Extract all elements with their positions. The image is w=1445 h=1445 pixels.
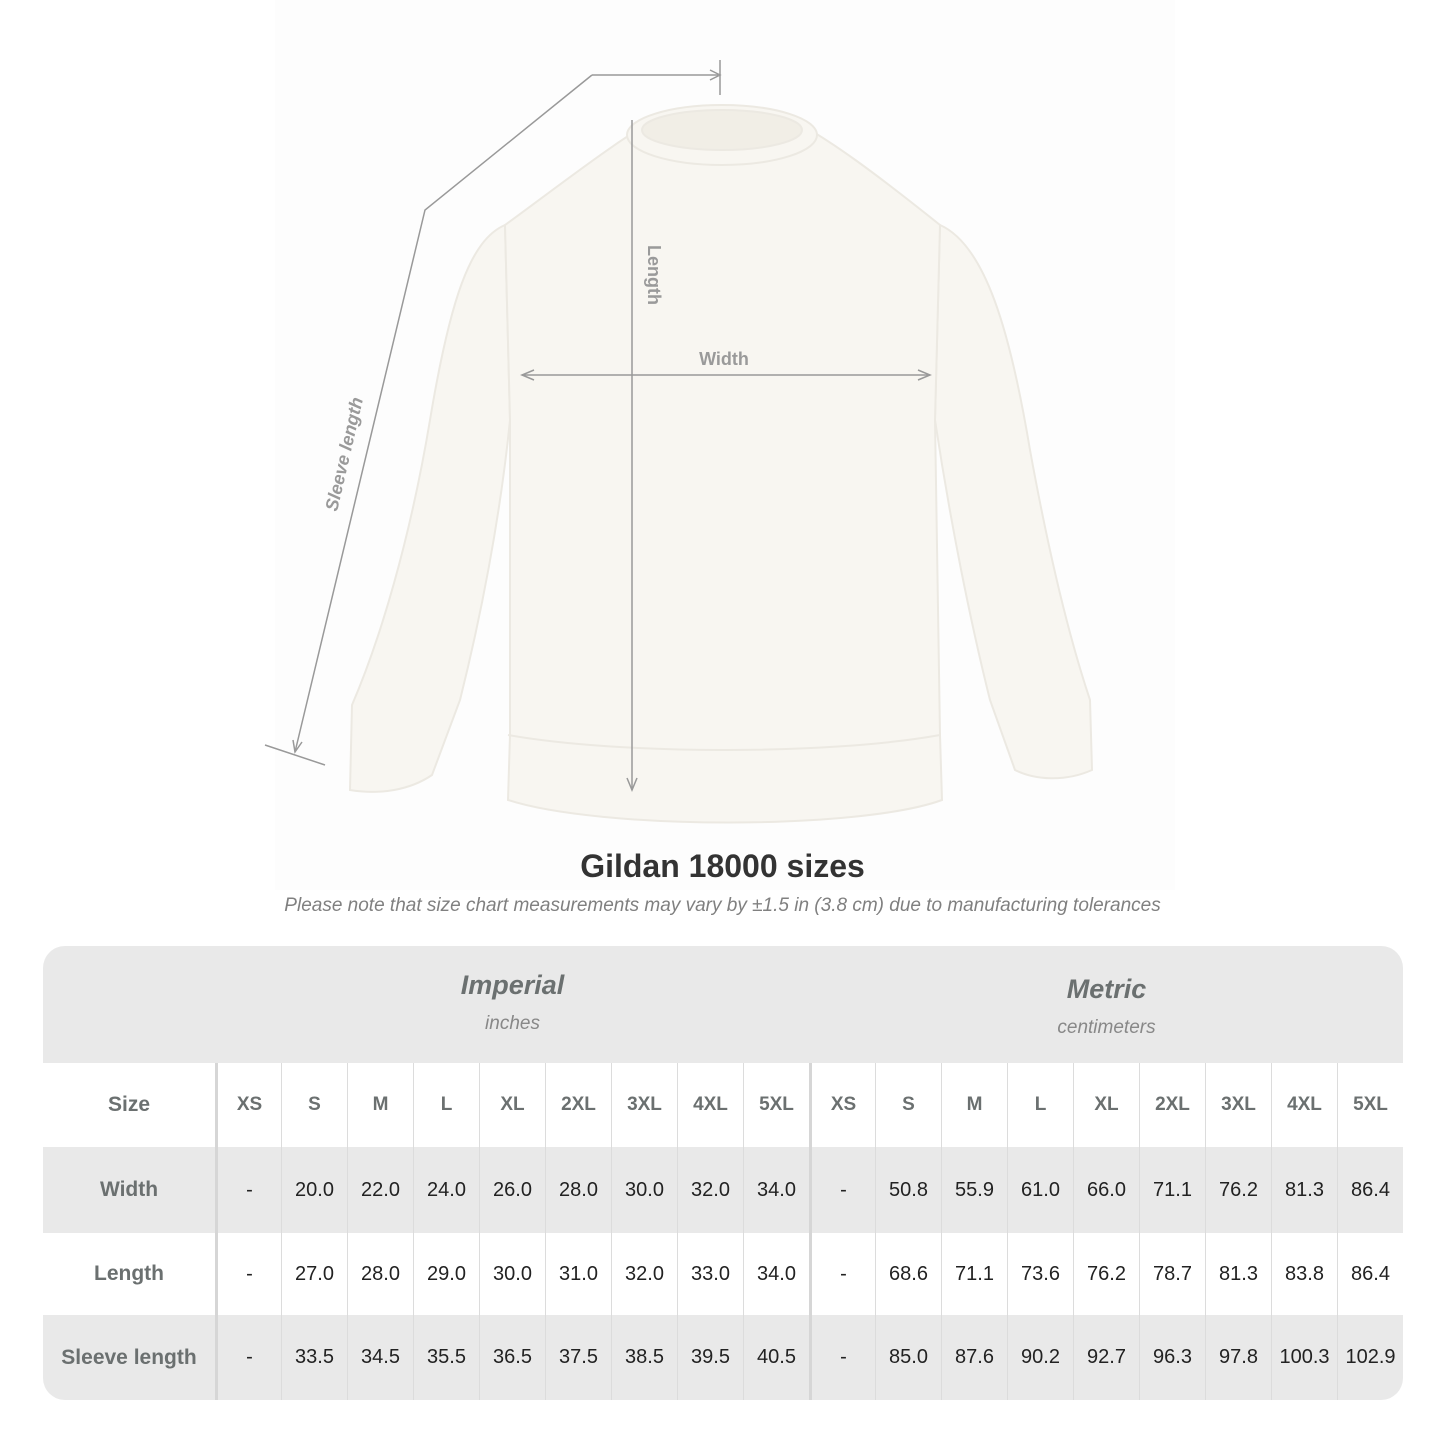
size-header-imperial: XL <box>479 1063 545 1147</box>
table-header-band <box>43 946 1403 1063</box>
table-row: Sleeve length -33.5 34.5 35.5 36.5 37.5 38.5 39… <box>43 1315 1403 1400</box>
table-cell-metric: 71.1 <box>1139 1147 1205 1233</box>
table-cell-imperial: 29.0 <box>413 1233 479 1315</box>
size-header-imperial: S <box>281 1063 347 1147</box>
table-cell-imperial: 37.5 <box>545 1315 611 1400</box>
metric-title: Metric <box>1066 974 1147 1004</box>
sweatshirt-image <box>348 104 1094 824</box>
table-cell-metric: 96.3 <box>1139 1315 1205 1400</box>
size-header-metric: L <box>1007 1063 1073 1147</box>
table-cell-metric: 97.8 <box>1205 1315 1271 1400</box>
table-cell-metric: 71.1 <box>941 1233 1007 1315</box>
size-header-metric: S <box>875 1063 941 1147</box>
table-cell-imperial: 28.0 <box>347 1233 413 1315</box>
table-cell-imperial: 32.0 <box>677 1147 743 1233</box>
table-cell-imperial: 34.0 <box>743 1147 809 1233</box>
table-cell-imperial: 30.0 <box>611 1147 677 1233</box>
table-cell-metric: 61.0 <box>1007 1147 1073 1233</box>
table-cell-metric: 66.0 <box>1073 1147 1139 1233</box>
table-cell-metric: 81.3 <box>1271 1147 1337 1233</box>
imperial-title: Imperial <box>460 970 565 1000</box>
size-header-metric: 4XL <box>1271 1063 1337 1147</box>
size-header-imperial: 5XL <box>743 1063 809 1147</box>
row-label: Sleeve length <box>61 1345 197 1369</box>
size-header-imperial: M <box>347 1063 413 1147</box>
table-cell-metric: - <box>809 1147 875 1233</box>
size-header-imperial: L <box>413 1063 479 1147</box>
table-cell-imperial: 36.5 <box>479 1315 545 1400</box>
imperial-header: Imperial inches <box>215 970 810 1035</box>
table-row: Length -27.0 28.0 29.0 30.0 31.0 32.0 33.0 34.0-… <box>43 1233 1403 1315</box>
table-cell-metric: 86.4 <box>1337 1233 1403 1315</box>
size-header-metric: 2XL <box>1139 1063 1205 1147</box>
table-cell-metric: 92.7 <box>1073 1315 1139 1400</box>
table-cell-imperial: 27.0 <box>281 1233 347 1315</box>
table-cell-imperial: 20.0 <box>281 1147 347 1233</box>
table-cell-metric: 78.7 <box>1139 1233 1205 1315</box>
table-cell-imperial: 30.0 <box>479 1233 545 1315</box>
table-cell-metric: - <box>809 1233 875 1315</box>
tolerance-note: Please note that size chart measurements… <box>284 895 1161 916</box>
size-table: Imperial inches Metric centimeters Size X… <box>43 946 1403 1400</box>
width-label: Width <box>699 349 749 369</box>
length-label: Length <box>644 245 664 305</box>
size-header-metric: M <box>941 1063 1007 1147</box>
table-cell-imperial: 31.0 <box>545 1233 611 1315</box>
row-label: Length <box>94 1262 164 1285</box>
size-header-metric: 5XL <box>1337 1063 1403 1147</box>
table-cell-metric: 102.9 <box>1337 1315 1403 1400</box>
table-cell-metric: 55.9 <box>941 1147 1007 1233</box>
table-cell-metric: 90.2 <box>1007 1315 1073 1400</box>
table-cell-imperial: 24.0 <box>413 1147 479 1233</box>
table-cell-imperial: 40.5 <box>743 1315 809 1400</box>
table-cell-metric: 73.6 <box>1007 1233 1073 1315</box>
table-cell-imperial: - <box>215 1315 281 1400</box>
metric-unit: centimeters <box>1057 1017 1156 1038</box>
table-cell-imperial: 34.0 <box>743 1233 809 1315</box>
size-header-metric: XS <box>809 1063 875 1147</box>
table-cell-imperial: 35.5 <box>413 1315 479 1400</box>
size-header-row: Size XS S M L XL 2XL 3XL 4XL 5XL XS S M L XL 2XL 3XL 4XL 5… <box>43 1063 1403 1147</box>
metric-header: Metric centimeters <box>810 974 1403 1039</box>
table-cell-metric: 85.0 <box>875 1315 941 1400</box>
table-cell-imperial: 22.0 <box>347 1147 413 1233</box>
table-cell-metric: 83.8 <box>1271 1233 1337 1315</box>
size-header-imperial: 2XL <box>545 1063 611 1147</box>
table-cell-metric: 76.2 <box>1205 1147 1271 1233</box>
table-cell-imperial: 38.5 <box>611 1315 677 1400</box>
table-cell-imperial: 39.5 <box>677 1315 743 1400</box>
imperial-unit: inches <box>485 1013 540 1034</box>
size-header-metric: 3XL <box>1205 1063 1271 1147</box>
row-label: Width <box>99 1178 159 1201</box>
table-cell-metric: 81.3 <box>1205 1233 1271 1315</box>
table-cell-metric: 68.6 <box>875 1233 941 1315</box>
table-cell-metric: - <box>809 1315 875 1400</box>
table-cell-metric: 50.8 <box>875 1147 941 1233</box>
page-title: Gildan 18000 sizes <box>580 848 865 884</box>
table-cell-imperial: - <box>215 1147 281 1233</box>
table-cell-metric: 87.6 <box>941 1315 1007 1400</box>
table-cell-metric: 86.4 <box>1337 1147 1403 1233</box>
table-cell-metric: 100.3 <box>1271 1315 1337 1400</box>
table-cell-imperial: - <box>215 1233 281 1315</box>
table-cell-imperial: 28.0 <box>545 1147 611 1233</box>
table-cell-imperial: 33.0 <box>677 1233 743 1315</box>
size-header-metric: XL <box>1073 1063 1139 1147</box>
table-cell-imperial: 33.5 <box>281 1315 347 1400</box>
size-header-imperial: 4XL <box>677 1063 743 1147</box>
table-cell-imperial: 32.0 <box>611 1233 677 1315</box>
size-header-imperial: XS <box>215 1063 281 1147</box>
measurement-lines <box>264 60 932 792</box>
table-cell-imperial: 26.0 <box>479 1147 545 1233</box>
sweatshirt-measurement-diagram: Length Width Sleeve length <box>264 60 1094 824</box>
table-cell-imperial: 34.5 <box>347 1315 413 1400</box>
size-header-imperial: 3XL <box>611 1063 677 1147</box>
table-row: Width -20.0 22.0 24.0 26.0 28.0 30.0 32.0 34.0-5… <box>43 1147 1403 1233</box>
table-cell-metric: 76.2 <box>1073 1233 1139 1315</box>
row-label: Size <box>107 1093 151 1116</box>
